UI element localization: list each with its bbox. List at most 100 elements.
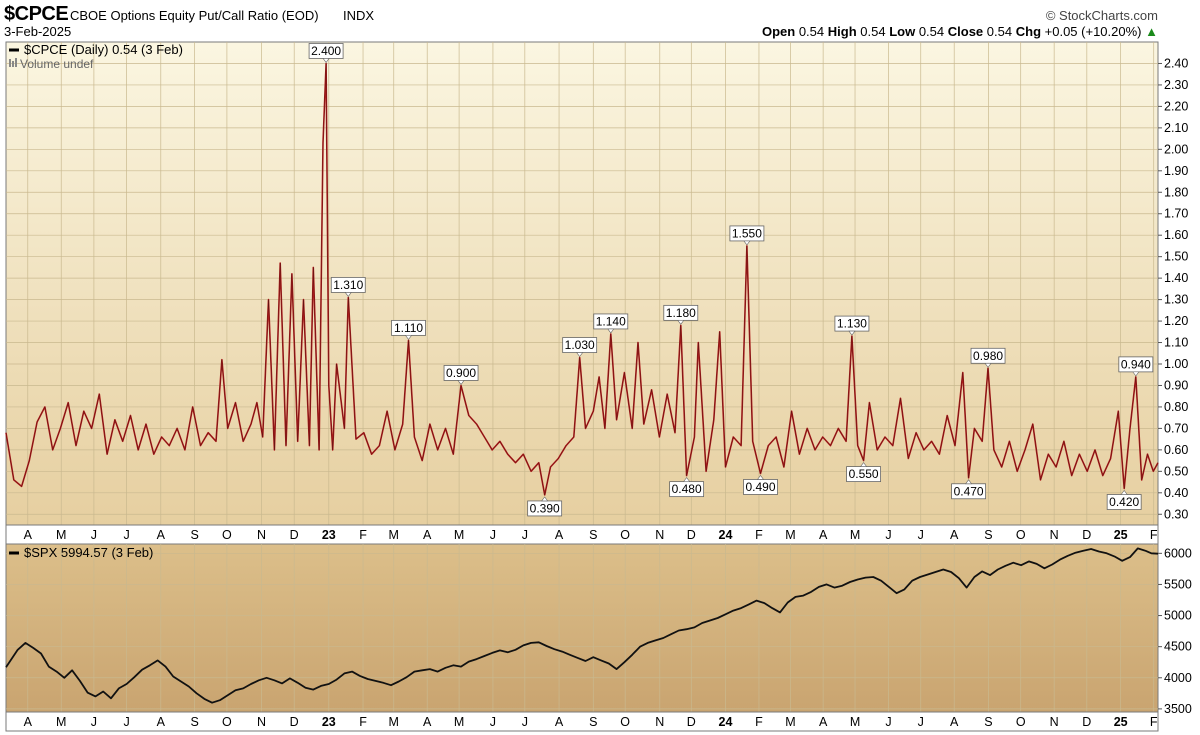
annotation-pointer <box>344 292 352 297</box>
x-tick-label: S <box>984 715 992 729</box>
x-axis-strip-spx <box>5 711 1159 732</box>
annotation-pointer <box>743 240 751 246</box>
x-tick-label: M <box>389 715 399 729</box>
annotation-text: 1.030 <box>565 338 595 352</box>
x-tick-label: A <box>157 715 166 729</box>
x-tick-label: 23 <box>322 528 336 542</box>
y-tick-label-cpce: 0.30 <box>1164 507 1188 521</box>
x-tick-label: S <box>190 715 198 729</box>
x-tick-label: S <box>589 528 597 542</box>
x-tick-label: D <box>290 528 299 542</box>
cpce-series-shadow <box>5 63 1159 495</box>
y-tick-label-cpce: 0.70 <box>1164 421 1188 435</box>
annotation-text: 0.980 <box>973 349 1003 363</box>
x-tick-label: S <box>190 528 198 542</box>
x-tick-label: A <box>423 528 432 542</box>
annotation-pointer <box>457 380 465 385</box>
change-value: +0.05 (+10.20%) <box>1044 24 1142 39</box>
annotation-text: 0.900 <box>446 366 476 380</box>
x-tick-label: A <box>24 528 33 542</box>
annotation-text: 1.310 <box>333 278 363 292</box>
y-tick-label-spx: 5000 <box>1164 609 1192 623</box>
x-tick-label: J <box>885 528 891 542</box>
x-tick-label: 25 <box>1114 715 1128 729</box>
annotation-text: 0.550 <box>849 467 879 481</box>
exchange-label: INDX <box>343 8 375 23</box>
x-tick-label: M <box>389 528 399 542</box>
annotation-pointer <box>859 462 868 467</box>
y-tick-label-spx: 4000 <box>1164 671 1192 685</box>
annotation-pointer <box>1120 490 1128 495</box>
annotation-pointer <box>322 58 330 63</box>
x-tick-label: S <box>984 528 992 542</box>
x-tick-label: O <box>222 528 232 542</box>
x-tick-label: O <box>222 715 232 729</box>
annotation-label: 0.900 <box>443 365 479 385</box>
y-tick-label-cpce: 2.00 <box>1164 142 1188 156</box>
spx-series-line <box>5 547 1159 704</box>
annotation-text: 0.390 <box>530 501 560 515</box>
annotation-label: 0.550 <box>846 462 881 483</box>
annotation-pointer <box>683 477 691 482</box>
x-tick-label: 25 <box>1114 528 1128 542</box>
x-tick-label: J <box>522 715 528 729</box>
x-tick-label: S <box>589 715 597 729</box>
y-tick-label-spx: 3500 <box>1164 702 1192 716</box>
annotation-text: 1.550 <box>732 226 762 240</box>
x-tick-label: M <box>785 528 795 542</box>
y-tick-label-cpce: 0.50 <box>1164 464 1188 478</box>
x-tick-label: 23 <box>322 715 336 729</box>
ohlc-readout: Open 0.54 High 0.54 Low 0.54 Close 0.54 … <box>761 24 1158 39</box>
x-tick-label: J <box>918 528 924 542</box>
x-tick-label: J <box>885 715 891 729</box>
x-tick-label: O <box>1016 528 1026 542</box>
x-tick-label: M <box>56 528 66 542</box>
low-value: 0.54 <box>918 24 945 39</box>
open-value: 0.54 <box>798 24 825 39</box>
brand-label[interactable]: © StockCharts.com <box>1045 8 1158 23</box>
y-tick-label-cpce: 1.50 <box>1164 250 1188 264</box>
y-tick-label-cpce: 1.90 <box>1164 164 1188 178</box>
x-tick-label: 24 <box>719 528 733 542</box>
annotation-label: 1.110 <box>391 319 426 340</box>
y-tick-label-cpce: 1.60 <box>1164 228 1188 242</box>
annotation-pointer <box>576 352 584 358</box>
x-tick-label: F <box>359 528 367 542</box>
x-tick-label: N <box>257 528 266 542</box>
x-tick-label: A <box>423 715 432 729</box>
x-tick-label: A <box>555 715 564 729</box>
annotation-label: 1.180 <box>663 304 699 325</box>
annotation-text: 0.470 <box>954 484 984 498</box>
x-tick-label: M <box>785 715 795 729</box>
y-tick-label-cpce: 2.30 <box>1164 78 1188 92</box>
annotation-text: 0.480 <box>672 482 702 496</box>
x-tick-label: F <box>755 715 763 729</box>
annotation-pointer <box>607 328 615 334</box>
x-tick-label: D <box>290 715 299 729</box>
y-tick-label-cpce: 2.40 <box>1164 56 1188 70</box>
y-tick-label-cpce: 1.20 <box>1164 314 1188 328</box>
x-tick-label: M <box>850 715 860 729</box>
annotation-label: 1.030 <box>562 337 598 358</box>
x-tick-label: F <box>1150 715 1158 729</box>
x-tick-label: D <box>1082 715 1091 729</box>
x-tick-label: M <box>850 528 860 542</box>
x-tick-label: N <box>655 528 664 542</box>
y-tick-label-cpce: 1.00 <box>1164 357 1188 371</box>
x-tick-label: J <box>123 528 129 542</box>
chart-header: $CPCE CBOE Options Equity Put/Call Ratio… <box>0 0 1200 42</box>
y-tick-label-cpce: 1.70 <box>1164 207 1188 221</box>
x-tick-label: F <box>359 715 367 729</box>
plot-area-spx <box>5 543 1159 713</box>
x-tick-label: O <box>620 528 630 542</box>
annotation-pointer <box>677 320 685 325</box>
annotation-label: 0.470 <box>951 479 986 500</box>
annotation-text: 1.140 <box>596 314 626 328</box>
x-tick-label: J <box>918 715 924 729</box>
volume-bar-icon <box>12 61 14 67</box>
up-arrow-icon: ▲ <box>1145 24 1158 39</box>
x-tick-label: F <box>755 528 763 542</box>
y-tick-label-cpce: 1.30 <box>1164 293 1188 307</box>
y-tick-label-spx: 6000 <box>1164 546 1192 560</box>
